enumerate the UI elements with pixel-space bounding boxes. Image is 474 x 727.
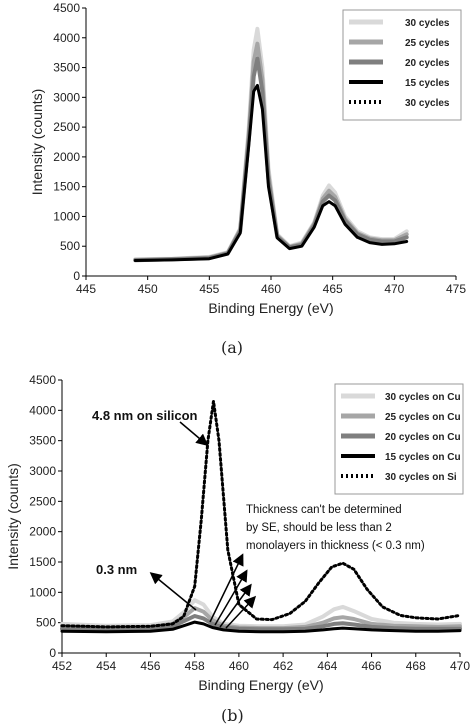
annotation-arrow-5 xyxy=(219,583,252,628)
y-tick-label: 0 xyxy=(73,269,80,283)
x-tick-label: 454 xyxy=(96,659,116,673)
legend-label: 15 cycles on Cu xyxy=(385,452,461,463)
x-tick-label: 460 xyxy=(261,282,281,296)
x-tick-label: 470 xyxy=(384,282,404,296)
x-tick-label: 460 xyxy=(229,659,249,673)
series-line-4 xyxy=(60,620,462,634)
caption-b: (b) xyxy=(221,706,244,725)
x-axis-label: Binding Energy (eV) xyxy=(208,300,333,316)
chart-a: 0 500 1000 1500 2000 2500 3000 3500 4000 4500 445 4… xyxy=(29,1,466,316)
x-tick-label: 456 xyxy=(140,659,160,673)
legend-label: 30 cycles xyxy=(405,98,450,109)
x-tick-label: 464 xyxy=(317,659,337,673)
y-tick-label: 2500 xyxy=(29,494,56,508)
y-axis-label: Intensity (counts) xyxy=(5,463,21,570)
x-tick-label: 458 xyxy=(185,659,205,673)
y-tick-label: 1500 xyxy=(53,180,80,194)
y-tick-label: 3500 xyxy=(53,61,80,75)
annotation-arrow-4 xyxy=(214,569,248,626)
y-tick-label: 500 xyxy=(60,239,80,253)
y-tick-label: 2500 xyxy=(53,120,80,134)
x-tick-label: 470 xyxy=(450,659,470,673)
annotation-thickness-line-3: monolayers in thickness (< 0.3 nm) xyxy=(246,540,425,552)
x-tick-label: 445 xyxy=(76,282,96,296)
legend-label: 25 cycles on Cu xyxy=(385,412,461,423)
y-tick-label: 3500 xyxy=(29,434,56,448)
annotation-0-3nm: 0.3 nm xyxy=(96,562,137,577)
legend-label: 20 cycles xyxy=(405,58,450,69)
x-axis-label: Binding Energy (eV) xyxy=(198,677,323,693)
y-tick-label: 3000 xyxy=(53,90,80,104)
annotation-arrow-3 xyxy=(209,553,244,623)
y-tick-label: 3000 xyxy=(29,464,56,478)
y-tick-label: 1500 xyxy=(29,555,56,569)
x-tick-label: 455 xyxy=(199,282,219,296)
caption-a: (a) xyxy=(221,338,244,357)
annotation-arrow-2 xyxy=(149,572,197,611)
x-tick-label: 468 xyxy=(406,659,426,673)
y-tick-label: 2000 xyxy=(29,525,56,539)
series-line-4 xyxy=(133,83,409,262)
x-tick-label: 466 xyxy=(362,659,382,673)
annotation-arrow-1 xyxy=(179,421,209,446)
y-axis-label: Intensity (counts) xyxy=(29,89,45,196)
y-tick-label: 1000 xyxy=(29,585,56,599)
annotation-4-8nm: 4.8 nm on silicon xyxy=(92,408,198,423)
y-tick-label: 4500 xyxy=(53,1,80,15)
series-line-5 xyxy=(60,399,462,629)
legend-label: 30 cycles xyxy=(405,18,450,29)
y-tick-label: 500 xyxy=(36,616,56,630)
legend-label: 30 cycles on Cu xyxy=(385,392,461,403)
y-tick-label: 0 xyxy=(49,646,56,660)
legend-label: 15 cycles xyxy=(405,78,450,89)
series-line-3 xyxy=(60,614,462,632)
x-tick-label: 465 xyxy=(323,282,343,296)
y-tick-label: 4500 xyxy=(29,373,56,387)
legend-label: 20 cycles on Cu xyxy=(385,432,461,443)
x-tick-label: 475 xyxy=(446,282,466,296)
series-line-1 xyxy=(60,598,462,629)
x-tick-label: 452 xyxy=(52,659,72,673)
legend-box xyxy=(342,9,462,121)
annotation-thickness-line-1: Thickness can't be determined xyxy=(246,504,402,516)
y-tick-label: 4000 xyxy=(53,31,80,45)
annotation-thickness-line-2: by SE, should be less than 2 xyxy=(246,522,392,534)
y-tick-label: 4000 xyxy=(29,403,56,417)
y-tick-label: 1000 xyxy=(53,209,80,223)
y-tick-label: 2000 xyxy=(53,150,80,164)
legend-label: 30 cycles on Si xyxy=(385,472,457,483)
x-tick-label: 462 xyxy=(273,659,293,673)
legend-label: 25 cycles xyxy=(405,38,450,49)
annotation-arrow-6 xyxy=(225,595,257,629)
chart-b: 0 500 1000 1500 2000 2500 3000 3500 4000 4500 452 4… xyxy=(5,373,470,693)
x-tick-label: 450 xyxy=(138,282,158,296)
